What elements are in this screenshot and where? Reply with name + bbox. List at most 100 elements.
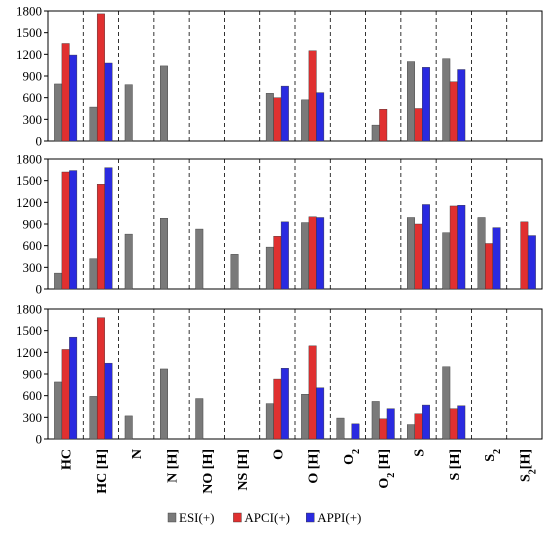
bar-esi-11	[407, 61, 415, 142]
bar-esi-2	[89, 258, 98, 290]
legend-swatch	[306, 512, 315, 523]
category-label: N [H]	[166, 449, 181, 483]
category-label: S [H]	[448, 449, 463, 481]
bar-appi-7	[280, 85, 289, 142]
bar-appi-1	[69, 54, 78, 142]
y-tick-label: 300	[23, 112, 43, 127]
bar-appi-11	[422, 404, 430, 440]
bar-esi-5	[195, 398, 204, 440]
y-tick-label: 1800	[16, 302, 42, 317]
bar-esi-7	[265, 403, 274, 440]
bar-apci-11	[414, 108, 423, 142]
category-label: HC [H]	[95, 449, 110, 494]
bar-apci-2	[96, 184, 105, 290]
bar-apci-1	[61, 349, 70, 440]
bar-esi-4	[160, 218, 168, 290]
bar-apci-8	[308, 216, 317, 290]
bar-apci-11	[414, 223, 423, 290]
bar-esi-4	[160, 65, 168, 142]
category-label: S2[H]	[518, 449, 538, 482]
bar-esi-9	[336, 417, 345, 440]
legend-swatch	[167, 512, 177, 523]
y-tick-label: 1200	[16, 195, 42, 210]
category-label: HC	[60, 449, 75, 470]
bar-apci-14	[520, 221, 529, 290]
bar-appi-1	[69, 336, 78, 440]
y-tick-label: 0	[36, 282, 43, 297]
bar-appi-2	[104, 62, 113, 142]
panel-1: 0 300 600 900 1200 1500 1800	[16, 4, 543, 149]
bar-appi-8	[316, 92, 325, 142]
category-label: N	[130, 449, 145, 459]
bar-esi-3	[124, 415, 133, 440]
panel-2: 0 300 600 900 1200 1500 1800	[16, 152, 543, 297]
category-label: O2 [H]	[377, 449, 397, 489]
bar-esi-12	[442, 366, 451, 440]
bar-esi-3	[124, 233, 133, 290]
bar-esi-2	[89, 106, 98, 142]
bar-appi-11	[422, 67, 430, 142]
bar-apci-2	[96, 317, 105, 440]
bar-esi-7	[265, 246, 274, 290]
bar-apci-11	[414, 413, 423, 440]
bar-esi-2	[89, 396, 98, 440]
bar-apci-7	[273, 97, 282, 142]
bar-apci-13	[485, 243, 494, 290]
bar-esi-12	[442, 58, 451, 142]
bar-apci-7	[273, 236, 282, 290]
bar-apci-1	[61, 171, 70, 290]
bar-apci-12	[449, 408, 458, 440]
bar-appi-8	[316, 217, 325, 290]
bar-appi-11	[422, 204, 430, 290]
bar-esi-8	[301, 394, 310, 440]
legend-swatch	[233, 512, 242, 523]
bar-esi-6	[230, 254, 239, 290]
bar-appi-8	[316, 387, 325, 440]
y-tick-label: 900	[23, 69, 43, 84]
bar-apci-10	[379, 418, 388, 440]
bar-apci-1	[61, 43, 70, 142]
category-label: S2	[483, 449, 503, 462]
y-tick-label: 600	[23, 388, 43, 403]
bar-apci-10	[379, 109, 388, 142]
bar-apci-7	[273, 378, 282, 440]
y-tick-label: 600	[23, 90, 43, 105]
bar-esi-10	[371, 401, 380, 440]
bar-appi-12	[457, 69, 466, 142]
bar-appi-9	[351, 423, 360, 440]
bar-appi-2	[104, 167, 113, 290]
bar-esi-1	[54, 381, 63, 440]
bar-esi-1	[54, 272, 63, 290]
bar-esi-8	[301, 222, 310, 290]
y-tick-label: 1500	[16, 173, 42, 188]
legend-label: APCI(+)	[244, 510, 290, 525]
y-tick-label: 900	[23, 217, 43, 232]
bar-esi-11	[407, 217, 415, 290]
bar-apci-2	[96, 13, 105, 142]
y-tick-label: 1200	[16, 345, 42, 360]
y-tick-label: 300	[23, 260, 43, 275]
bar-apci-12	[449, 81, 458, 142]
category-axis-labels: HC HC [H] N N [H] NO [H] NS [H] O O [H] O2 O2 [H]…	[60, 449, 538, 494]
y-tick-label: 900	[23, 367, 43, 382]
y-tick-label: 0	[36, 134, 43, 149]
y-tick-label: 1500	[16, 323, 42, 338]
y-tick-label: 300	[23, 410, 43, 425]
legend-label: APPI(+)	[317, 510, 361, 525]
bar-appi-10	[386, 408, 395, 440]
bar-esi-11	[407, 424, 415, 440]
bar-esi-10	[371, 124, 380, 142]
y-tick-label: 1800	[16, 4, 42, 19]
bar-appi-12	[457, 205, 466, 290]
bar-apci-8	[308, 50, 317, 142]
bar-appi-12	[457, 405, 466, 440]
bar-esi-5	[195, 228, 204, 290]
y-tick-label: 1800	[16, 152, 42, 167]
bar-apci-12	[449, 205, 458, 290]
bar-appi-13	[492, 227, 501, 290]
category-label: NS [H]	[236, 449, 251, 491]
category-label: NO [H]	[201, 449, 216, 494]
bar-esi-12	[442, 232, 451, 290]
bar-appi-1	[69, 170, 78, 290]
